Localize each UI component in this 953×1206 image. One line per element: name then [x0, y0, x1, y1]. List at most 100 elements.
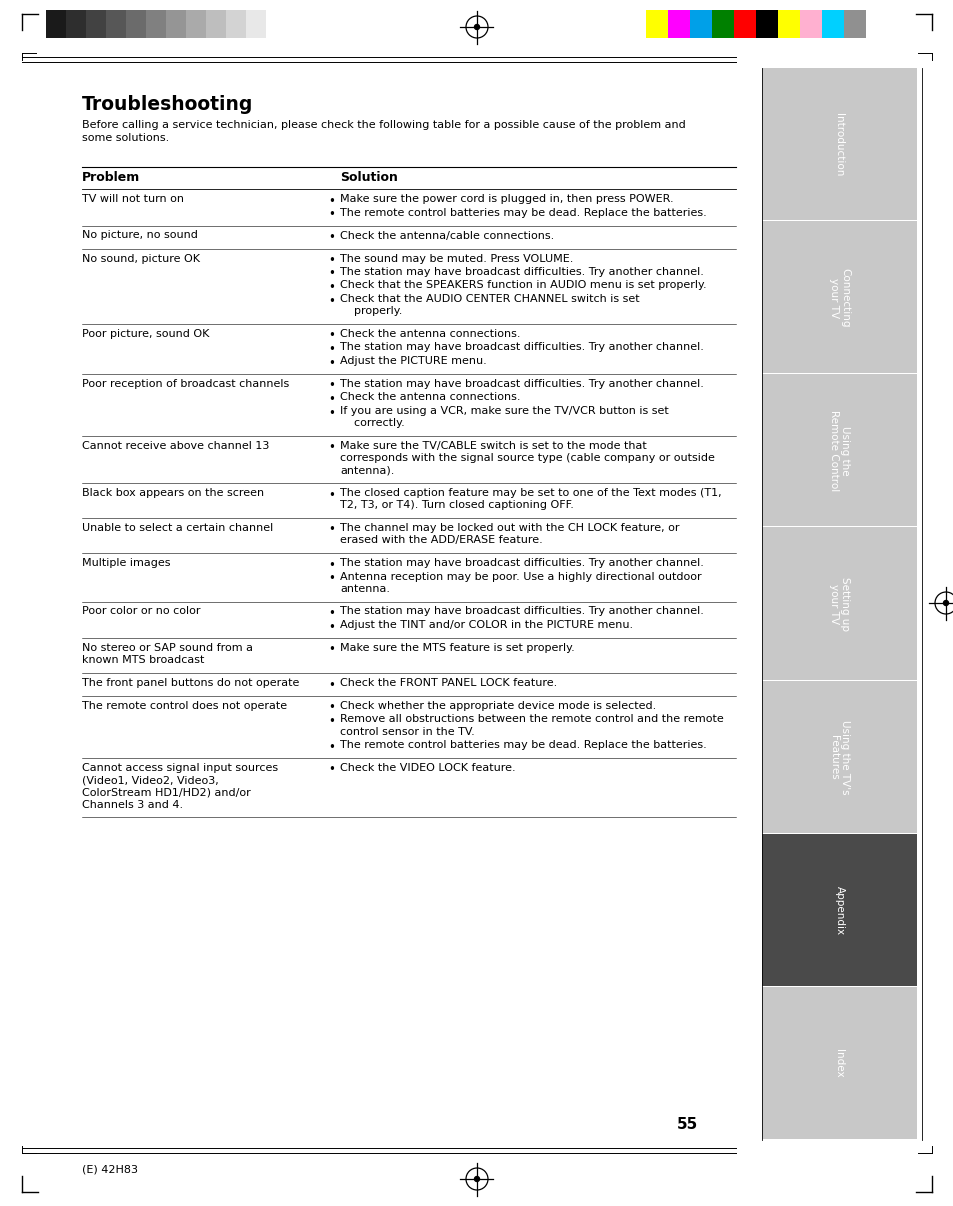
Text: •: •: [328, 679, 335, 691]
Bar: [246, 10, 266, 39]
Bar: [761, 68, 916, 221]
Text: •: •: [328, 343, 335, 356]
Text: •: •: [328, 572, 335, 585]
Text: Adjust the PICTURE menu.: Adjust the PICTURE menu.: [339, 356, 486, 365]
Text: •: •: [328, 763, 335, 777]
Text: Solution: Solution: [339, 171, 397, 185]
Text: Poor reception of broadcast channels: Poor reception of broadcast channels: [82, 379, 289, 390]
Bar: [106, 10, 126, 39]
Text: •: •: [328, 294, 335, 308]
Text: •: •: [328, 194, 335, 207]
Text: •: •: [328, 740, 335, 754]
Bar: [761, 833, 916, 985]
Text: Introduction: Introduction: [834, 113, 843, 176]
Text: •: •: [328, 558, 335, 572]
Text: Troubleshooting: Troubleshooting: [82, 95, 253, 115]
Text: No stereo or SAP sound from a
known MTS broadcast: No stereo or SAP sound from a known MTS …: [82, 643, 253, 666]
Text: •: •: [328, 523, 335, 537]
Text: •: •: [328, 393, 335, 406]
Text: Multiple images: Multiple images: [82, 558, 171, 568]
Text: •: •: [328, 357, 335, 369]
Text: Connecting
your TV: Connecting your TV: [828, 268, 849, 328]
Text: •: •: [328, 232, 335, 244]
Text: The station may have broadcast difficulties. Try another channel.: The station may have broadcast difficult…: [339, 558, 703, 568]
Text: Poor picture, sound OK: Poor picture, sound OK: [82, 329, 209, 339]
Circle shape: [474, 24, 479, 29]
Text: The front panel buttons do not operate: The front panel buttons do not operate: [82, 678, 299, 687]
Text: No picture, no sound: No picture, no sound: [82, 230, 197, 240]
Circle shape: [943, 601, 947, 605]
Bar: [711, 10, 733, 39]
Bar: [761, 527, 916, 679]
Text: Check that the SPEAKERS function in AUDIO menu is set properly.: Check that the SPEAKERS function in AUDI…: [339, 281, 706, 291]
Text: Make sure the TV/CABLE switch is set to the mode that
corresponds with the signa: Make sure the TV/CABLE switch is set to …: [339, 441, 714, 476]
Bar: [146, 10, 166, 39]
Bar: [689, 10, 711, 39]
Text: •: •: [328, 254, 335, 267]
Text: Check the VIDEO LOCK feature.: Check the VIDEO LOCK feature.: [339, 763, 515, 773]
Text: •: •: [328, 621, 335, 633]
Text: Using the
Remote Control: Using the Remote Control: [828, 410, 849, 492]
Text: The remote control batteries may be dead. Replace the batteries.: The remote control batteries may be dead…: [339, 207, 706, 217]
Text: Unable to select a certain channel: Unable to select a certain channel: [82, 523, 273, 533]
Text: Black box appears on the screen: Black box appears on the screen: [82, 488, 264, 498]
Text: (E) 42H83: (E) 42H83: [82, 1165, 138, 1175]
Text: •: •: [328, 380, 335, 392]
Text: The closed caption feature may be set to one of the Text modes (T1,
T2, T3, or T: The closed caption feature may be set to…: [339, 488, 720, 510]
Text: No sound, picture OK: No sound, picture OK: [82, 253, 200, 263]
Text: Appendix: Appendix: [834, 885, 843, 935]
Text: •: •: [328, 644, 335, 656]
Bar: [226, 10, 246, 39]
Text: Cannot access signal input sources
(Video1, Video2, Video3,
ColorStream HD1/HD2): Cannot access signal input sources (Vide…: [82, 763, 278, 810]
Text: Make sure the MTS feature is set properly.: Make sure the MTS feature is set properl…: [339, 643, 574, 652]
Text: Index: Index: [834, 1049, 843, 1078]
Text: The station may have broadcast difficulties. Try another channel.: The station may have broadcast difficult…: [339, 607, 703, 616]
Text: Remove all obstructions between the remote control and the remote
control sensor: Remove all obstructions between the remo…: [339, 714, 723, 737]
Text: •: •: [328, 715, 335, 728]
Text: •: •: [328, 406, 335, 420]
Text: Check the antenna connections.: Check the antenna connections.: [339, 329, 520, 339]
Bar: [166, 10, 186, 39]
Bar: [186, 10, 206, 39]
Bar: [86, 10, 106, 39]
Circle shape: [474, 1177, 479, 1182]
Text: •: •: [328, 268, 335, 281]
Bar: [761, 221, 916, 374]
Text: Before calling a service technician, please check the following table for a poss: Before calling a service technician, ple…: [82, 121, 685, 144]
Text: •: •: [328, 207, 335, 221]
Text: •: •: [328, 488, 335, 502]
Bar: [761, 987, 916, 1138]
Bar: [843, 10, 865, 39]
Text: Check the FRONT PANEL LOCK feature.: Check the FRONT PANEL LOCK feature.: [339, 678, 557, 687]
Text: 55: 55: [676, 1117, 698, 1132]
Text: •: •: [328, 329, 335, 343]
Text: Check whether the appropriate device mode is selected.: Check whether the appropriate device mod…: [339, 701, 656, 712]
Text: The station may have broadcast difficulties. Try another channel.: The station may have broadcast difficult…: [339, 267, 703, 277]
Text: Cannot receive above channel 13: Cannot receive above channel 13: [82, 441, 269, 451]
Text: •: •: [328, 702, 335, 714]
Text: Using the TV's
Features: Using the TV's Features: [828, 720, 849, 795]
Text: Setting up
your TV: Setting up your TV: [828, 576, 849, 631]
Text: Check the antenna/cable connections.: Check the antenna/cable connections.: [339, 230, 554, 240]
Bar: [66, 10, 86, 39]
Text: The channel may be locked out with the CH LOCK feature, or
erased with the ADD/E: The channel may be locked out with the C…: [339, 523, 679, 545]
Text: •: •: [328, 281, 335, 294]
Bar: [761, 680, 916, 832]
Text: Check the antenna connections.: Check the antenna connections.: [339, 392, 520, 403]
Text: The remote control does not operate: The remote control does not operate: [82, 701, 287, 712]
Text: Problem: Problem: [82, 171, 140, 185]
Text: Poor color or no color: Poor color or no color: [82, 607, 200, 616]
Bar: [755, 10, 778, 39]
Text: If you are using a VCR, make sure the TV/VCR button is set
    correctly.: If you are using a VCR, make sure the TV…: [339, 406, 668, 428]
Bar: [645, 10, 667, 39]
Bar: [778, 10, 800, 39]
Bar: [733, 10, 755, 39]
Bar: [761, 374, 916, 527]
Bar: [667, 10, 689, 39]
Text: Check that the AUDIO CENTER CHANNEL switch is set
    properly.: Check that the AUDIO CENTER CHANNEL swit…: [339, 294, 639, 316]
Text: The station may have broadcast difficulties. Try another channel.: The station may have broadcast difficult…: [339, 343, 703, 352]
Text: •: •: [328, 607, 335, 620]
Bar: [821, 10, 843, 39]
Text: The station may have broadcast difficulties. Try another channel.: The station may have broadcast difficult…: [339, 379, 703, 390]
Text: Make sure the power cord is plugged in, then press POWER.: Make sure the power cord is plugged in, …: [339, 194, 673, 204]
